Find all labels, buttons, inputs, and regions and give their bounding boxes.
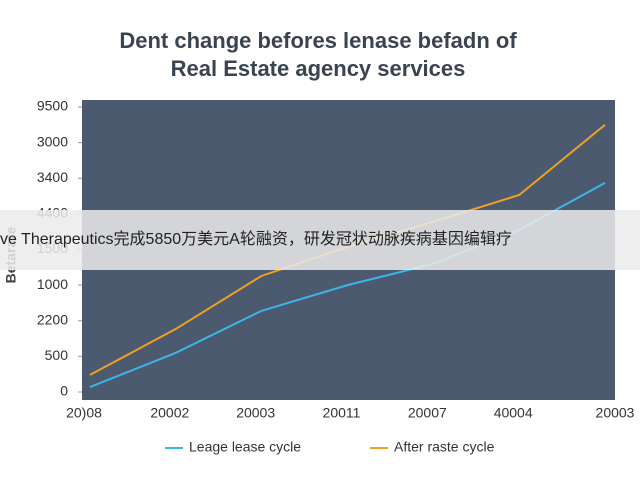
banner-overlay (0, 210, 640, 270)
x-tick-label: 20011 (323, 405, 361, 421)
y-tick-label: 3400 (37, 169, 68, 185)
y-tick-label: 1000 (37, 276, 68, 292)
x-tick-label: 20007 (408, 405, 447, 421)
y-tick-label: 2200 (37, 311, 68, 327)
legend-label: After raste cycle (394, 439, 495, 455)
chart-title: Dent change befores lenase befadn of (119, 28, 517, 53)
x-tick-label: 20003 (596, 405, 635, 421)
y-tick-label: 500 (45, 347, 69, 363)
y-tick-label: 0 (60, 383, 68, 399)
legend-label: Leage lease cycle (189, 439, 301, 455)
chart-title: Real Estate agency services (171, 56, 466, 81)
x-tick-label: 20)08 (66, 405, 102, 421)
banner-text: ve Therapeutics完成5850万美元A轮融资，研发冠状动脉疾病基因编… (0, 230, 512, 248)
x-tick-label: 40004 (494, 405, 533, 421)
x-tick-label: 20003 (236, 405, 275, 421)
x-tick-label: 20002 (150, 405, 189, 421)
y-tick-label: 9500 (37, 98, 68, 114)
y-tick-label: 3000 (37, 133, 68, 149)
